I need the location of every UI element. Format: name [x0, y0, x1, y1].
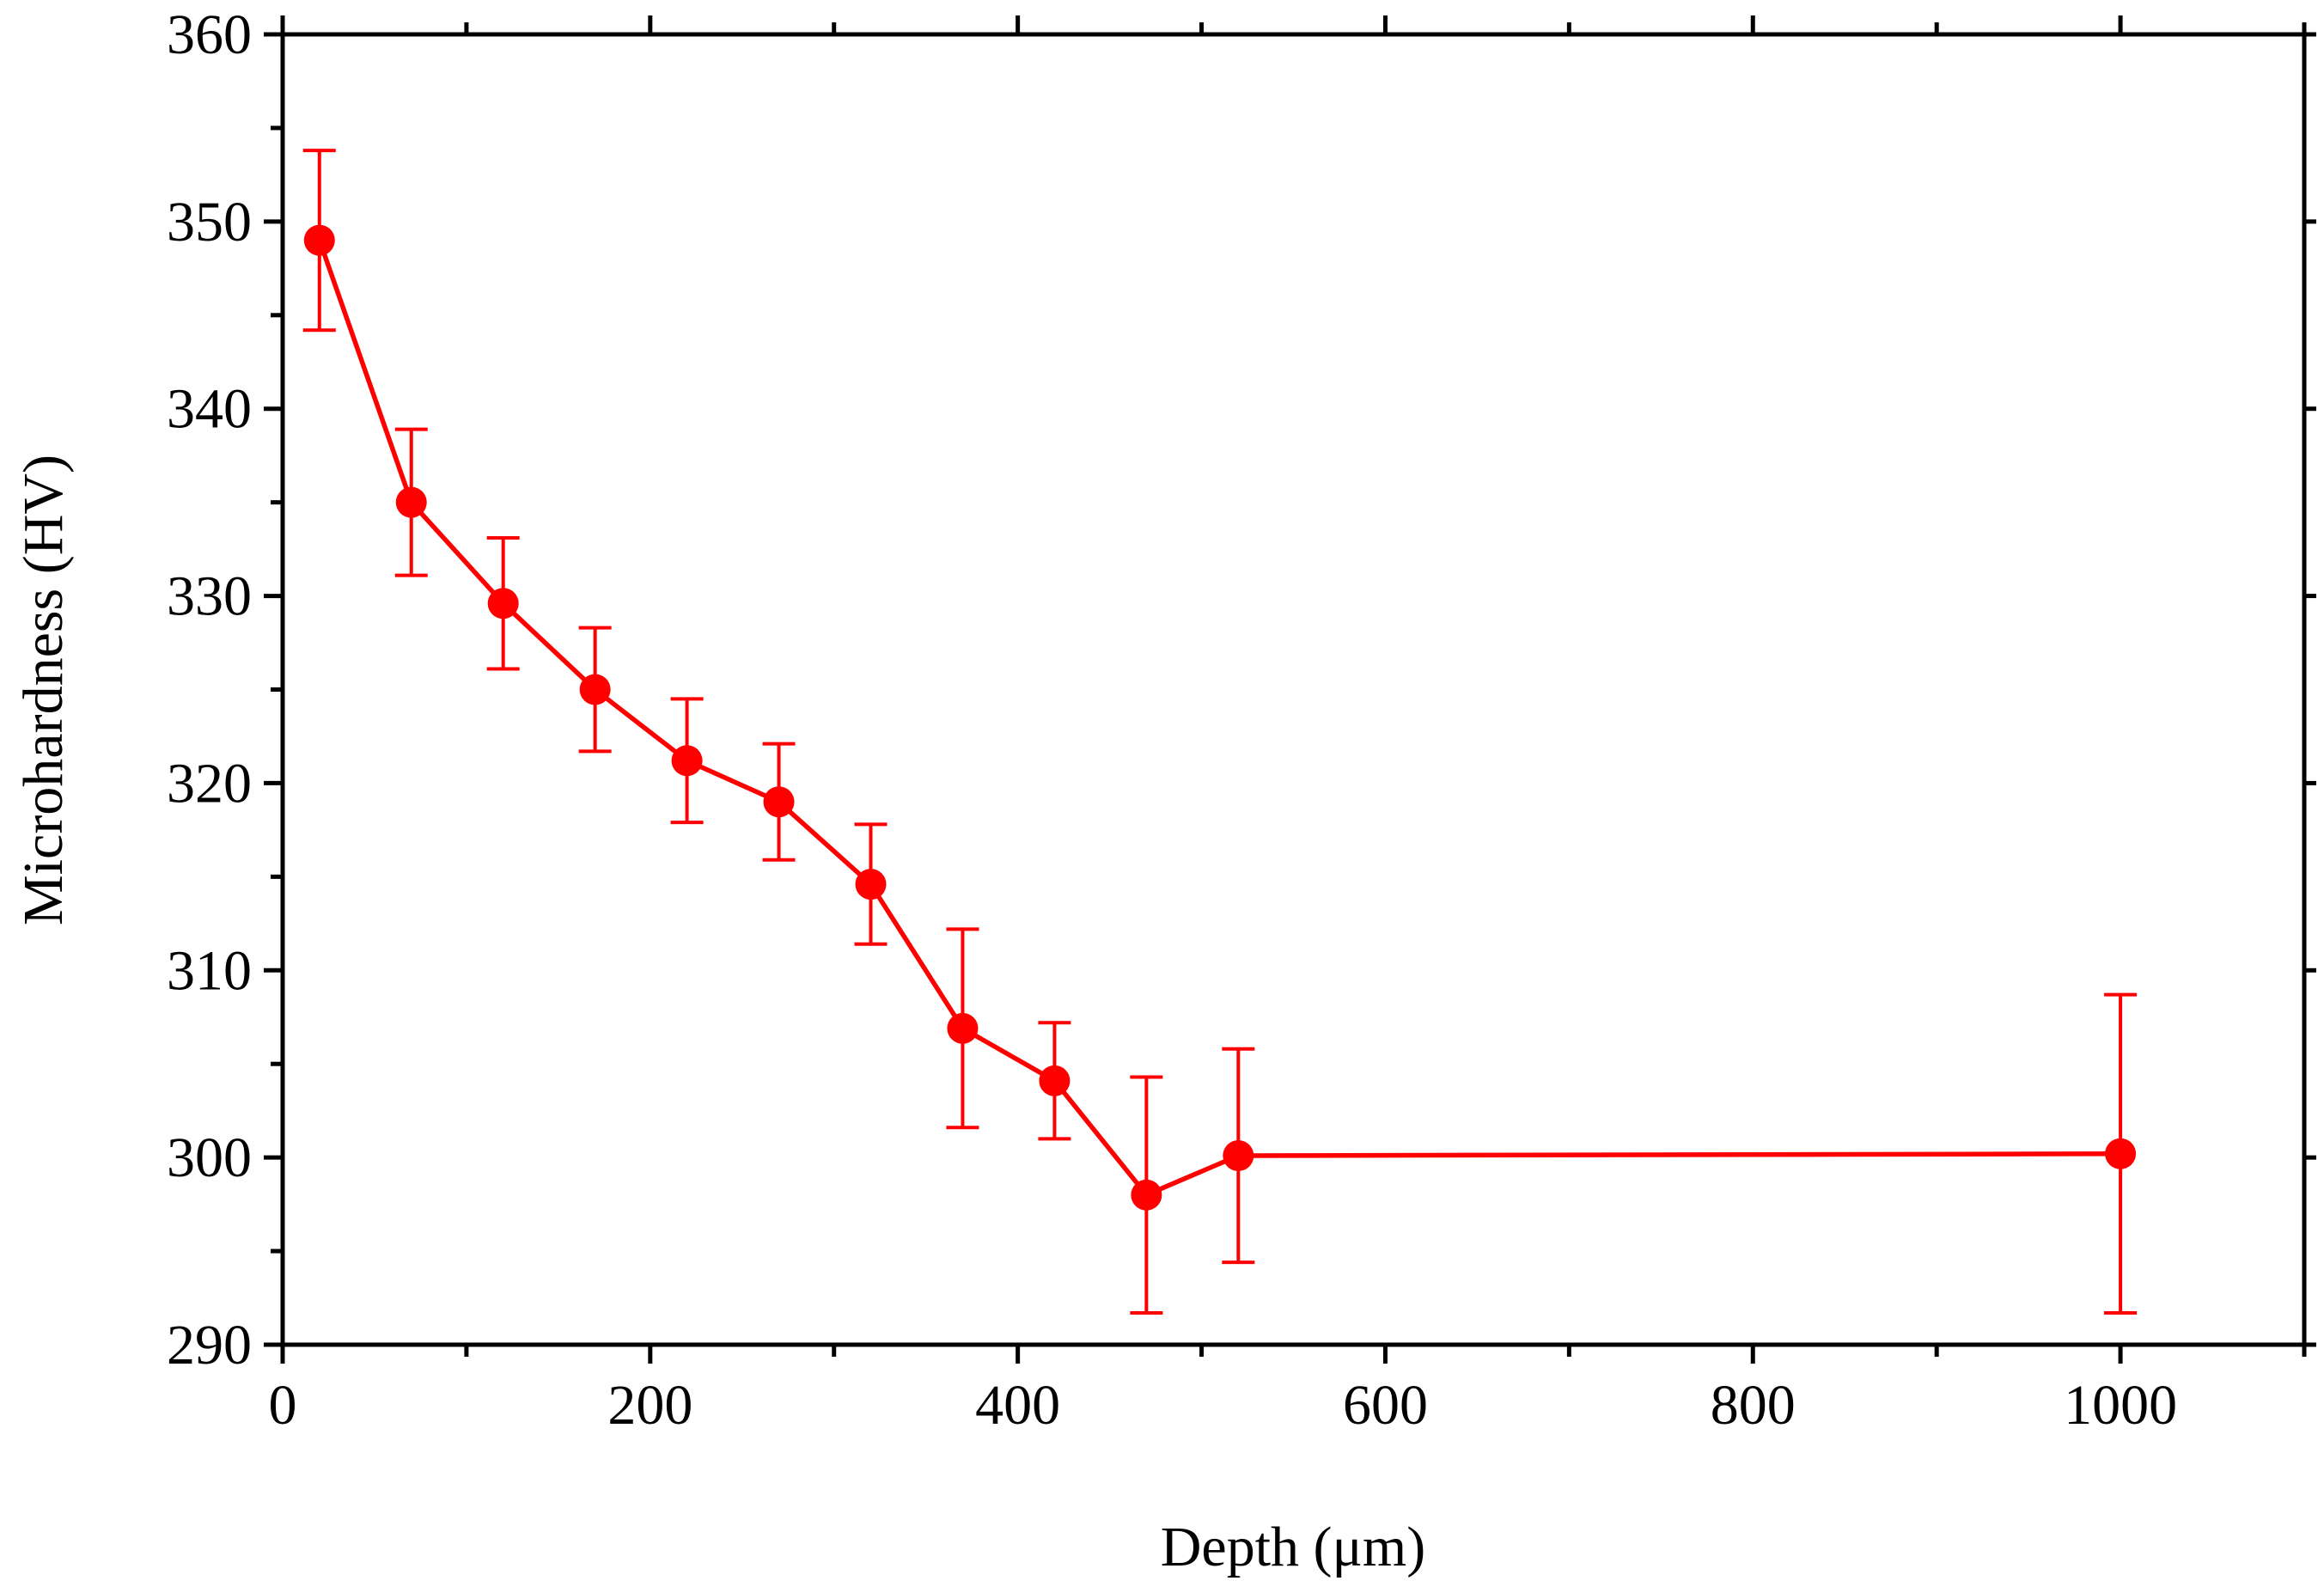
y-axis-title: Microhardness (HV): [12, 455, 75, 925]
data-point: [1131, 1179, 1162, 1211]
data-point: [579, 674, 611, 705]
data-point: [395, 486, 427, 518]
data-point: [2105, 1138, 2137, 1169]
x-tick-label: 200: [607, 1374, 692, 1437]
y-tick-label: 340: [167, 378, 252, 441]
data-point: [1223, 1139, 1254, 1171]
y-tick-label: 310: [167, 939, 252, 1002]
data-point: [303, 224, 335, 256]
x-tick-label: 400: [975, 1374, 1060, 1437]
data-point: [947, 1012, 979, 1044]
x-tick-label: 600: [1343, 1374, 1428, 1437]
y-tick-label: 330: [167, 565, 252, 628]
x-tick-label: 1000: [2064, 1374, 2177, 1437]
series-line: [317, 239, 2121, 1198]
data-point: [1039, 1065, 1071, 1096]
x-axis: 0 200 400 600 800 1000: [269, 15, 2307, 1437]
y-tick-label: 300: [167, 1126, 252, 1189]
data-point: [487, 588, 519, 620]
data-point: [671, 745, 703, 777]
data-point: [855, 869, 887, 900]
series-layer: [302, 149, 2138, 1315]
y-tick-label: 350: [167, 191, 252, 253]
y-tick-label: 320: [167, 752, 252, 815]
x-tick-label: 800: [1711, 1374, 1796, 1437]
x-tick-label: 0: [269, 1374, 297, 1437]
x-axis-title: Depth (μm): [1161, 1516, 1425, 1578]
data-point: [763, 786, 795, 818]
y-axis: 290 300 310 320 330 340 350 360: [167, 3, 2316, 1376]
y-tick-label: 290: [167, 1314, 252, 1376]
y-tick-label: 360: [167, 3, 252, 66]
